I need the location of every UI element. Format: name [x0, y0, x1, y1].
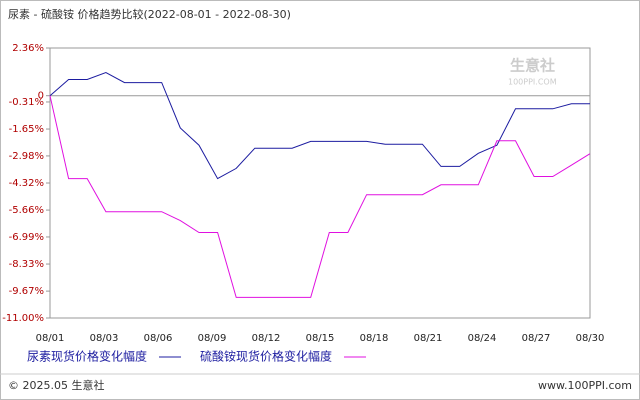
footer-left: © 2025.05 生意社	[8, 378, 104, 392]
y-tick-label: -4.32%	[9, 178, 44, 189]
x-tick-label: 08/18	[360, 333, 389, 344]
y-tick-label: -5.66%	[9, 205, 44, 216]
y-tick-label: -0.31%	[9, 97, 44, 108]
x-tick-label: 08/21	[414, 333, 443, 344]
x-tick-label: 08/27	[522, 333, 551, 344]
watermark: 生意社	[510, 57, 555, 75]
chart-title: 尿素 - 硫酸铵 价格趋势比较(2022-08-01 - 2022-08-30)	[8, 7, 291, 21]
x-tick-label: 08/12	[252, 333, 281, 344]
y-tick-label: -9.67%	[9, 286, 44, 297]
footer-right: www.100PPI.com	[538, 379, 632, 392]
legend-label: 硫酸铵现货价格变化幅度	[200, 349, 332, 364]
x-tick-label: 08/24	[468, 333, 497, 344]
x-tick-label: 08/01	[36, 333, 65, 344]
watermark: 100PPI.COM	[508, 78, 557, 87]
y-tick-label: -8.33%	[9, 259, 44, 270]
legend-label: 尿素现货价格变化幅度	[27, 349, 147, 364]
x-tick-label: 08/03	[90, 333, 119, 344]
y-tick-label: -2.98%	[9, 151, 44, 162]
x-tick-label: 08/15	[306, 333, 335, 344]
x-tick-label: 08/09	[198, 333, 227, 344]
y-tick-label: -6.99%	[9, 232, 44, 243]
series-line	[49, 71, 590, 180]
y-tick-label: -11.00%	[2, 313, 44, 324]
x-tick-label: 08/06	[144, 333, 173, 344]
y-tick-label: 0	[38, 91, 44, 102]
series-line	[49, 95, 591, 298]
x-tick-label: 08/30	[576, 333, 605, 344]
y-tick-label: -1.65%	[9, 124, 44, 135]
y-tick-label: 2.36%	[12, 43, 44, 54]
